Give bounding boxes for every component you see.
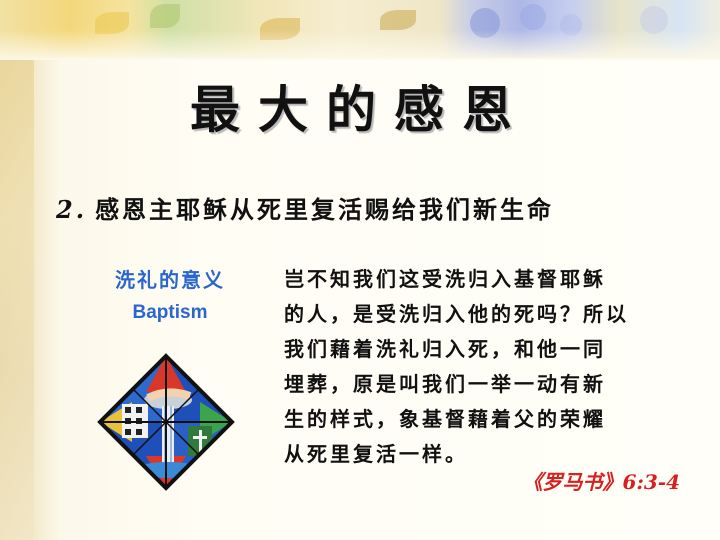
banner-fade (0, 30, 720, 60)
verse-line: 的人，是受洗归入他的死吗？所以 (284, 302, 629, 326)
flower-decoration (640, 6, 668, 34)
verse-line: 生的样式，象基督藉着父的荣耀 (284, 407, 606, 431)
leaf-decoration (150, 4, 180, 28)
stained-glass-baptism-icon (96, 352, 236, 492)
verse-line: 从死里复活一样。 (284, 442, 468, 466)
baptism-label-cn: 洗礼的意义 (115, 268, 225, 292)
flower-decoration (520, 4, 546, 30)
scripture-verse: 岂不知我们这受洗归入基督耶稣 的人，是受洗归入他的死吗？所以 我们藉着洗礼归入死… (284, 262, 684, 472)
baptism-label-en: Baptism (132, 302, 208, 323)
subtitle-number: 2. (56, 195, 88, 224)
verse-line: 我们藉着洗礼归入死，和他一同 (284, 337, 606, 361)
verse-line: 埋葬，原是叫我们一举一动有新 (284, 372, 606, 396)
slide-title: 最大的感恩 (190, 80, 530, 139)
left-decorative-strip (0, 0, 34, 540)
verse-line: 岂不知我们这受洗归入基督耶稣 (284, 267, 606, 291)
scripture-reference: 《罗马书》6:3-4 (522, 470, 680, 494)
leaf-decoration (95, 12, 129, 34)
slide-subtitle: 2. 感恩主耶稣从死里复活赐给我们新生命 (56, 190, 696, 225)
leaf-decoration (380, 10, 416, 30)
subtitle-text: 感恩主耶稣从死里复活赐给我们新生命 (95, 195, 555, 224)
